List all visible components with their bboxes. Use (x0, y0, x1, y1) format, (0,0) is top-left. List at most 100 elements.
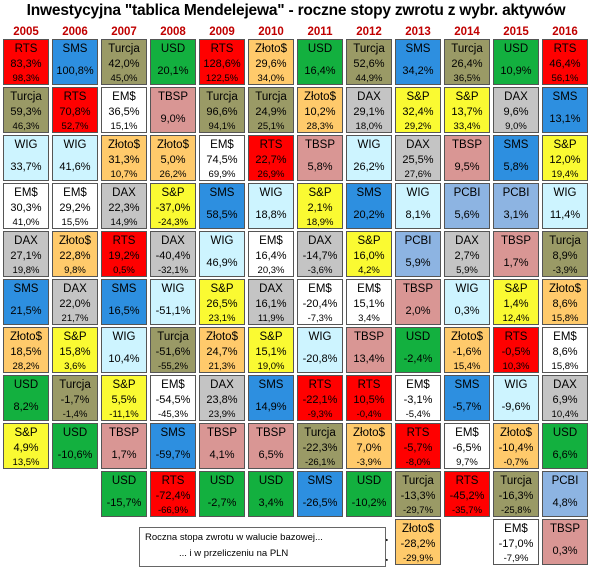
return-base-currency: 23,8% (206, 394, 238, 406)
asset-name: SMS (258, 379, 284, 391)
asset-cell: WIG 33,7% (3, 135, 49, 181)
return-base-currency: 31,3% (108, 154, 140, 166)
asset-cell: SMS 16,5% (101, 279, 147, 325)
return-pln: 94,1% (208, 121, 236, 132)
asset-cell: DAX 16,1% 11,9% (248, 279, 294, 325)
asset-cell: SMS -59,7% (150, 423, 196, 469)
return-base-currency: 29,6% (255, 58, 287, 70)
return-base-currency: -54,5% (155, 394, 191, 406)
asset-name: S&P (308, 187, 332, 199)
asset-name: Złoto$ (10, 331, 42, 343)
return-base-currency: 13,7% (451, 106, 483, 118)
return-pln: 10,3% (502, 361, 530, 372)
asset-name: Turcja (255, 91, 287, 103)
asset-name: USD (62, 427, 88, 439)
return-base-currency: 12,0% (549, 154, 581, 166)
asset-cell: DAX -14,7% -3,6% (297, 231, 343, 277)
legend-line-pln: ... i w przeliczeniu na PLN (179, 548, 289, 559)
asset-cell: S&P 15,8% 3,6% (52, 327, 98, 373)
return-base-currency: 70,8% (59, 106, 91, 118)
asset-cell: USD 10,9% (493, 39, 539, 85)
return-base-currency: 22,8% (59, 250, 91, 262)
asset-name: EM$ (63, 187, 87, 199)
return-pln: 21,3% (208, 361, 236, 372)
return-pln: 26,2% (159, 169, 187, 180)
return-base-currency: -10,4% (498, 442, 534, 454)
return-base-currency: 6,5% (258, 449, 284, 461)
asset-cell: USD -2,7% (199, 471, 245, 517)
asset-name: USD (160, 43, 186, 55)
asset-cell: TBSP 5,8% (297, 135, 343, 181)
return-base-currency: -6,5% (452, 442, 482, 454)
return-base-currency: -51,6% (155, 346, 191, 358)
return-base-currency: -13,3% (400, 490, 436, 502)
asset-name: RTS (14, 43, 38, 55)
asset-cell: Turcja 42,0% 45,0% (101, 39, 147, 85)
return-base-currency: 15,8% (59, 346, 91, 358)
year-label: 2005 (13, 26, 39, 38)
asset-cell: EM$ -20,4% -7,3% (297, 279, 343, 325)
asset-name: Turcja (500, 475, 532, 487)
asset-cell: DAX -40,4% -32,1% (150, 231, 196, 277)
asset-cell: Złoto$ 18,5% 28,2% (3, 327, 49, 373)
asset-cell: WIG -20,8% (297, 327, 343, 373)
asset-cell: EM$ 36,5% 15,1% (101, 87, 147, 133)
asset-name: SMS (356, 187, 382, 199)
return-base-currency: 18,8% (255, 209, 287, 221)
asset-cell: S&P 12,0% 19,4% (542, 135, 588, 181)
asset-name: TBSP (304, 139, 336, 151)
asset-name: EM$ (259, 235, 283, 247)
return-base-currency: 6,9% (552, 394, 578, 406)
asset-cell: EM$ 16,4% 20,3% (248, 231, 294, 277)
return-base-currency: -22,1% (302, 394, 338, 406)
return-base-currency: 9,0% (160, 113, 186, 125)
asset-cell: TBSP 6,5% (248, 423, 294, 469)
asset-cell: DAX 29,1% 18,0% (346, 87, 392, 133)
asset-cell: Turcja 26,4% 36,5% (444, 39, 490, 85)
asset-cell: SMS 100,8% (52, 39, 98, 85)
return-base-currency: 52,6% (353, 58, 385, 70)
legend-box (139, 527, 386, 567)
return-base-currency: 9,5% (454, 161, 480, 173)
asset-cell: PCBI 5,6% (444, 183, 490, 229)
asset-cell: Złoto$ 22,8% 9,8% (52, 231, 98, 277)
return-pln: 20,3% (257, 265, 285, 276)
asset-name: WIG (553, 187, 577, 199)
asset-cell: SMS 13,1% (542, 87, 588, 133)
return-pln: 28,2% (12, 361, 40, 372)
asset-name: SMS (454, 379, 480, 391)
asset-cell: S&P 4,9% 13,5% (3, 423, 49, 469)
return-pln: -45,3% (157, 409, 189, 420)
return-pln: -24,3% (157, 217, 189, 228)
asset-name: WIG (63, 139, 87, 151)
return-base-currency: 25,5% (402, 154, 434, 166)
asset-name: PCBI (453, 187, 481, 199)
return-base-currency: 16,4% (255, 250, 287, 262)
asset-cell: WIG 46,9% (199, 231, 245, 277)
asset-name: SMS (209, 187, 235, 199)
return-base-currency: 1,7% (111, 449, 137, 461)
return-base-currency: 13,1% (549, 113, 581, 125)
return-pln: -3,6% (307, 265, 333, 276)
return-base-currency: 13,4% (353, 353, 385, 365)
return-pln: 52,7% (61, 121, 89, 132)
asset-name: S&P (63, 331, 87, 343)
asset-name: USD (111, 475, 137, 487)
asset-cell: PCBI 5,9% (395, 231, 441, 277)
asset-cell: EM$ 8,6% 15,8% (542, 327, 588, 373)
return-base-currency: 5,5% (111, 394, 137, 406)
return-pln: 33,4% (453, 121, 481, 132)
asset-name: Turcja (304, 427, 336, 439)
asset-cell: DAX 23,8% 23,9% (199, 375, 245, 421)
return-pln: 122,5% (205, 73, 239, 84)
asset-cell: Turcja -13,3% -29,7% (395, 471, 441, 517)
asset-name: USD (13, 379, 39, 391)
asset-cell: RTS 83,3% 98,3% (3, 39, 49, 85)
return-base-currency: 42,0% (108, 58, 140, 70)
asset-name: Złoto$ (108, 139, 140, 151)
return-base-currency: 16,1% (255, 298, 287, 310)
asset-cell: EM$ 29,2% 15,5% (52, 183, 98, 229)
return-base-currency: 5,8% (503, 161, 529, 173)
asset-cell: RTS -0,5% 10,3% (493, 327, 539, 373)
return-base-currency: -51,1% (155, 305, 191, 317)
